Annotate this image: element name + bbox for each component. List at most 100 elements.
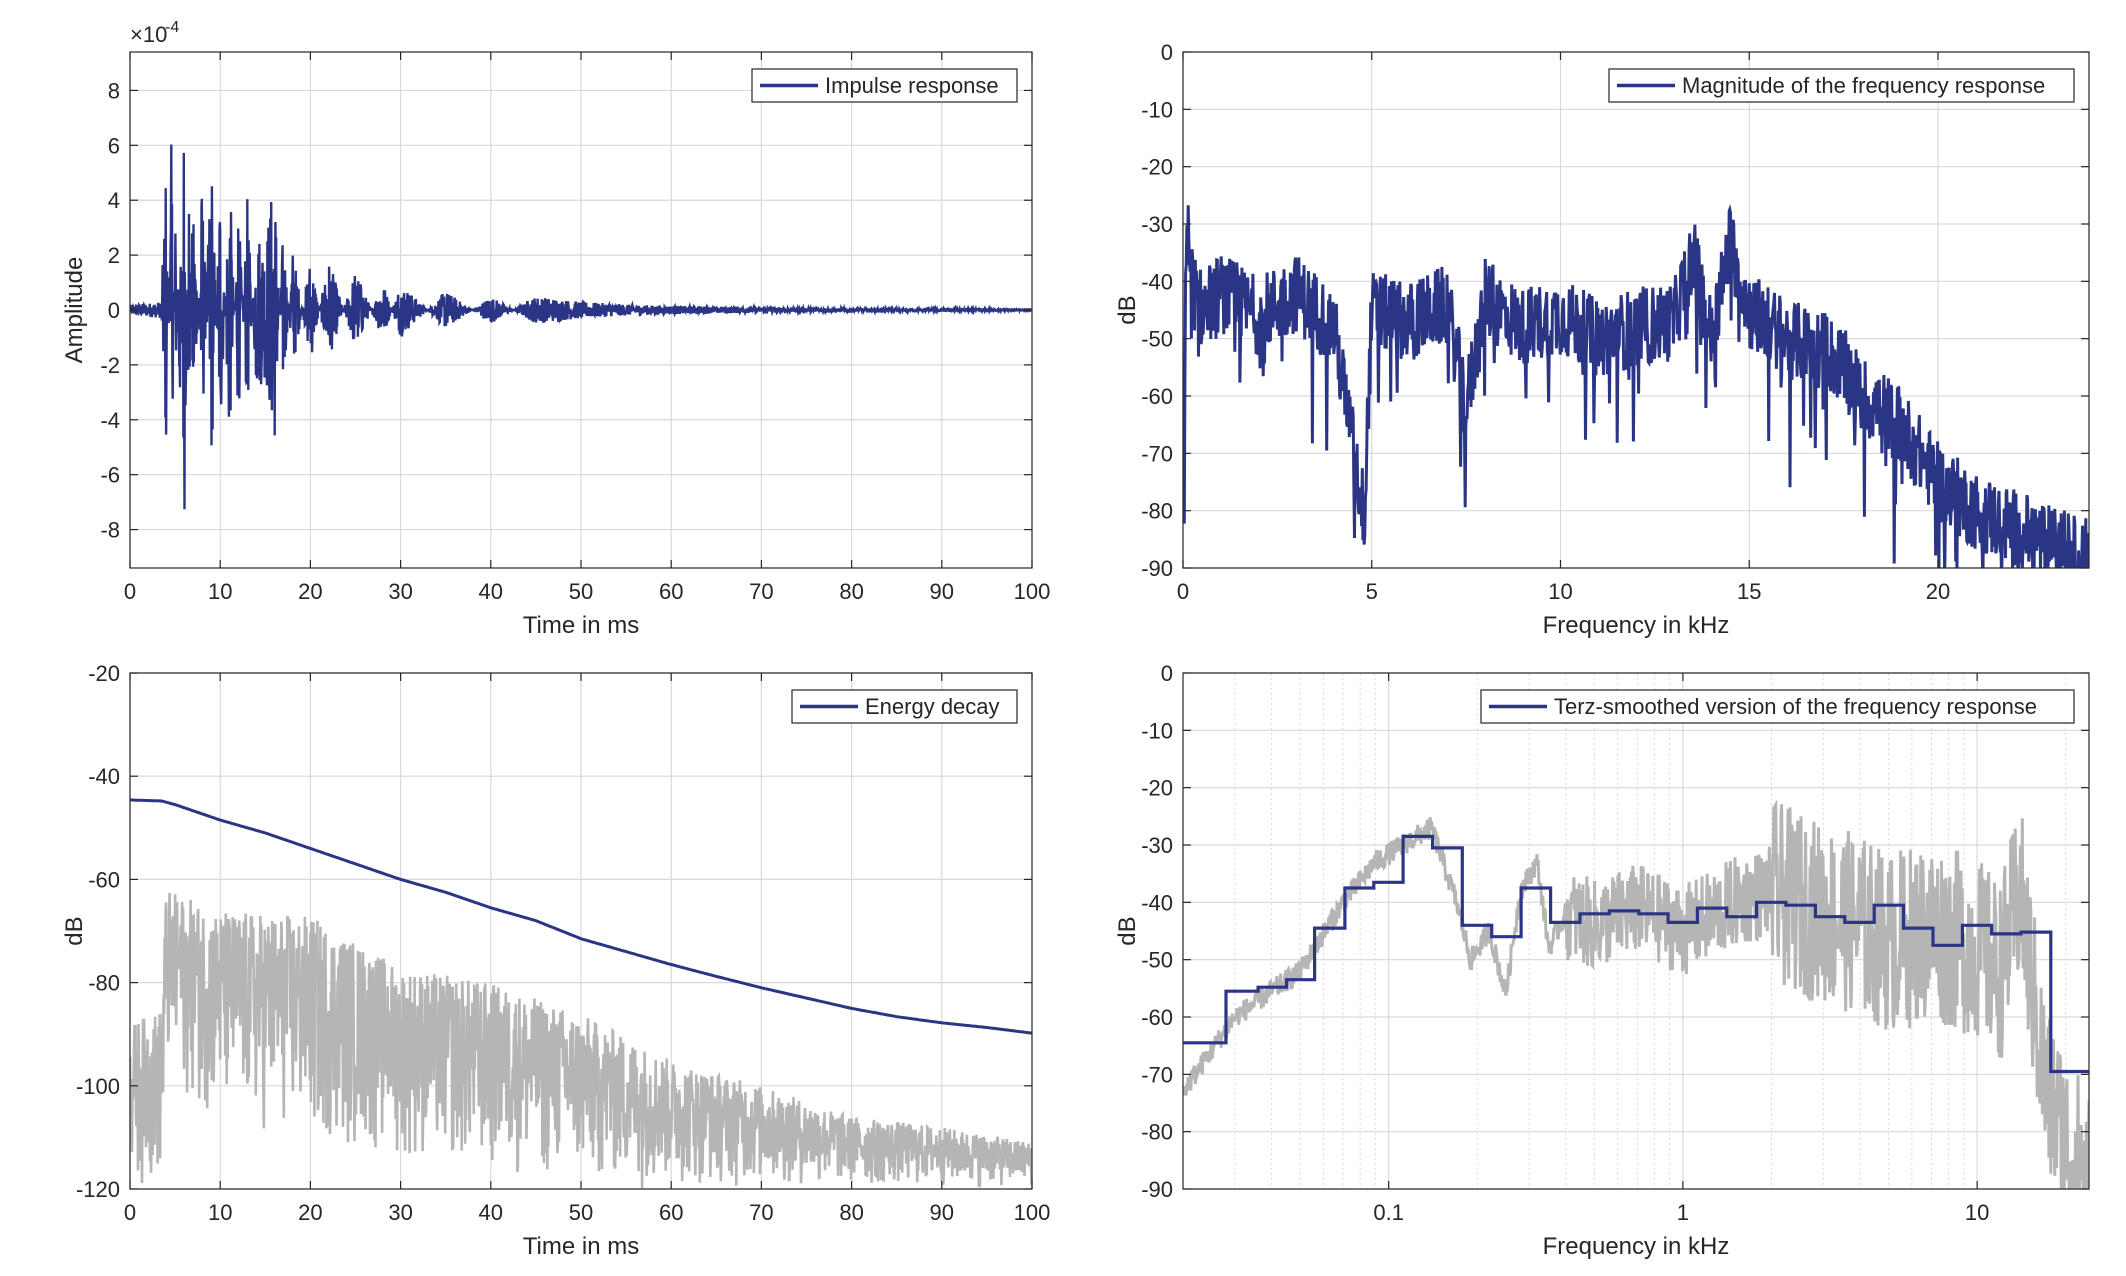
y-exponent-label: ×10 xyxy=(130,22,167,47)
x-tick-label: 0 xyxy=(124,579,136,604)
y-tick-label: -30 xyxy=(1141,212,1173,237)
x-tick-label: 80 xyxy=(839,579,863,604)
y-tick-label: 4 xyxy=(108,188,120,213)
y-tick-label: 0 xyxy=(108,298,120,323)
y-tick-label: -40 xyxy=(88,764,120,789)
legend: Terz-smoothed version of the frequency r… xyxy=(1480,689,2075,724)
x-axis-label: Time in ms xyxy=(523,612,639,639)
x-tick-label: 15 xyxy=(1737,579,1761,604)
y-tick-label: -2 xyxy=(100,353,120,378)
y-tick-label: 0 xyxy=(1161,661,1173,686)
x-tick-label: 80 xyxy=(839,1200,863,1225)
y-tick-label: -80 xyxy=(1141,1120,1173,1145)
plot-data xyxy=(1183,799,2089,1189)
y-tick-label: -120 xyxy=(76,1177,120,1202)
x-tick-label: 20 xyxy=(1926,579,1950,604)
energy-decay-panel: 0 10 20 30 40 50 60 70 80 90 100 -20 -40 -60 -80 -100 -1… xyxy=(61,661,1050,1260)
y-tick-label: -70 xyxy=(1141,441,1173,466)
y-tick-label: -6 xyxy=(100,463,120,488)
x-tick-label: 60 xyxy=(659,579,683,604)
legend-label: Energy decay xyxy=(865,694,1000,719)
magnitude-response-line xyxy=(1183,204,2089,568)
x-tick-label: 90 xyxy=(930,1200,954,1225)
legend: Impulse response xyxy=(751,68,1018,103)
legend-label: Impulse response xyxy=(825,73,999,98)
legend-box xyxy=(1480,689,2075,724)
x-tick-label: 0 xyxy=(1177,579,1189,604)
energy-raw-line xyxy=(130,892,1032,1189)
y-exponent-power: -4 xyxy=(165,19,179,36)
x-tick-label: 1 xyxy=(1677,1200,1689,1225)
axes-box xyxy=(1182,672,2090,1190)
x-tick-label: 30 xyxy=(388,1200,412,1225)
impulse-response-line xyxy=(130,144,1032,510)
axes-box xyxy=(1182,51,2090,569)
x-tick-label: 50 xyxy=(569,579,593,604)
x-axis-label: Frequency in kHz xyxy=(1543,1233,1730,1260)
x-tick-label: 40 xyxy=(479,579,503,604)
terz-smoothed-panel: 0.1 1 10 0 -10 -20 -30 -40 -50 -60 -70 -80 -90 Freque… xyxy=(1114,661,2090,1260)
y-tick-label: -90 xyxy=(1141,1177,1173,1202)
x-tick-label: 10 xyxy=(1548,579,1572,604)
impulse-response-panel: 0 10 20 30 40 50 60 70 80 90 100 -8 -6 -4 -2 0 2 4 6 8 Time … xyxy=(61,19,1050,639)
y-axis-label: Amplitude xyxy=(61,257,88,364)
y-tick-label: -10 xyxy=(1141,718,1173,743)
y-tick-label: -60 xyxy=(1141,384,1173,409)
x-tick-label: 20 xyxy=(298,1200,322,1225)
magnitude-response-panel: 0 5 10 15 20 0 -10 -20 -30 -40 -50 -60 -70 -80 -90 Freq… xyxy=(1114,40,2090,639)
x-axis-label: Time in ms xyxy=(523,1233,639,1260)
x-tick-label: 60 xyxy=(659,1200,683,1225)
y-tick-label: -30 xyxy=(1141,833,1173,858)
y-tick-label: -8 xyxy=(100,518,120,543)
y-tick-label: -4 xyxy=(100,408,120,433)
x-tick-label: 90 xyxy=(930,579,954,604)
legend: Magnitude of the frequency response xyxy=(1608,68,2075,103)
x-tick-label: 40 xyxy=(479,1200,503,1225)
x-tick-label: 5 xyxy=(1366,579,1378,604)
x-tick-label: 100 xyxy=(1014,1200,1051,1225)
legend: Energy decay xyxy=(791,689,1018,724)
legend-box xyxy=(791,689,1018,724)
x-tick-label: 0 xyxy=(124,1200,136,1225)
y-tick-label: 6 xyxy=(108,133,120,158)
y-tick-label: -90 xyxy=(1141,556,1173,581)
y-axis-label: dB xyxy=(1114,916,1141,945)
y-tick-label: 8 xyxy=(108,78,120,103)
y-axis-label: dB xyxy=(1114,295,1141,324)
y-tick-label: -80 xyxy=(1141,499,1173,524)
y-tick-label: -70 xyxy=(1141,1062,1173,1087)
y-tick-label: -100 xyxy=(76,1074,120,1099)
x-tick-label: 50 xyxy=(569,1200,593,1225)
x-tick-label: 10 xyxy=(1965,1200,1989,1225)
raw-frequency-line xyxy=(1183,799,2089,1189)
x-tick-label: 70 xyxy=(749,579,773,604)
plot-data xyxy=(130,144,1032,510)
x-tick-label: 10 xyxy=(208,1200,232,1225)
y-tick-label: -20 xyxy=(88,661,120,686)
x-tick-label: 70 xyxy=(749,1200,773,1225)
x-tick-label: 20 xyxy=(298,579,322,604)
y-tick-label: -60 xyxy=(88,867,120,892)
y-tick-label: -20 xyxy=(1141,776,1173,801)
plot-data xyxy=(1183,204,2089,568)
y-tick-label: -80 xyxy=(88,971,120,996)
x-tick-label: 0.1 xyxy=(1373,1200,1404,1225)
y-tick-label: -20 xyxy=(1141,155,1173,180)
y-tick-label: -40 xyxy=(1141,890,1173,915)
plot-data xyxy=(130,798,1032,1189)
y-tick-label: -10 xyxy=(1141,97,1173,122)
x-axis-label: Frequency in kHz xyxy=(1543,612,1730,639)
legend-box xyxy=(1608,68,2075,103)
y-axis-label: dB xyxy=(61,916,88,945)
y-tick-label: -40 xyxy=(1141,269,1173,294)
y-tick-label: 0 xyxy=(1161,40,1173,65)
legend-label: Magnitude of the frequency response xyxy=(1682,73,2045,98)
y-tick-label: -50 xyxy=(1141,948,1173,973)
energy-decay-line xyxy=(130,798,1032,1035)
legend-label: Terz-smoothed version of the frequency r… xyxy=(1554,694,2037,719)
y-tick-label: -60 xyxy=(1141,1005,1173,1030)
x-tick-label: 10 xyxy=(208,579,232,604)
x-tick-label: 100 xyxy=(1014,579,1051,604)
x-tick-label: 30 xyxy=(388,579,412,604)
